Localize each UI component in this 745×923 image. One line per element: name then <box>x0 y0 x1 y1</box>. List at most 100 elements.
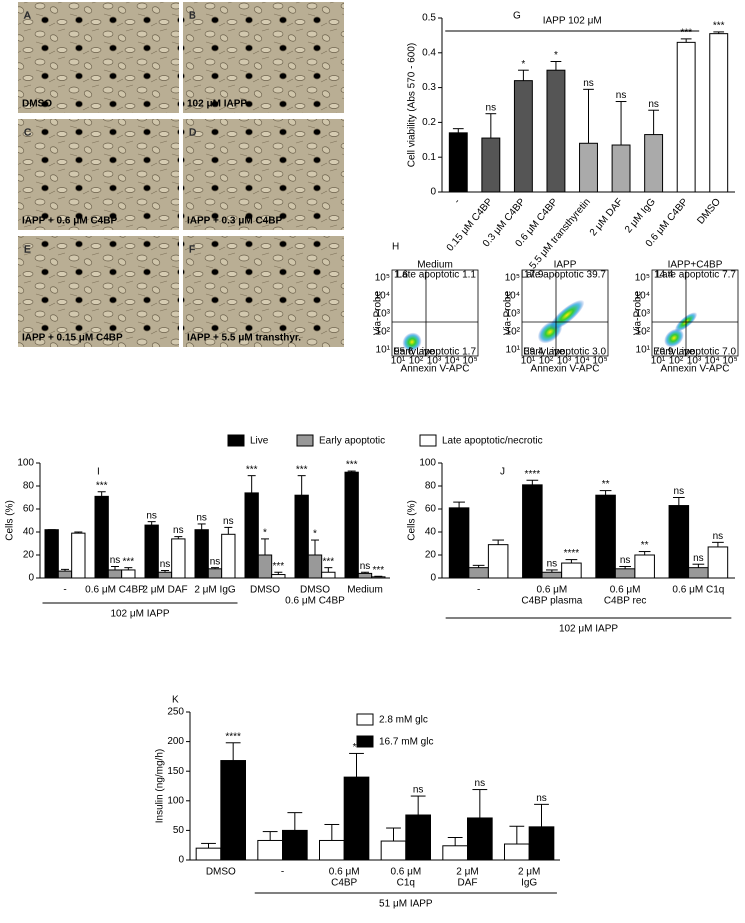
significance-label: ns <box>173 525 184 536</box>
significance-label: * <box>554 50 558 61</box>
bar <box>468 567 489 579</box>
flow-tick-label: 10³ <box>687 356 702 367</box>
flow-tick-label: 10¹ <box>506 345 521 356</box>
bar <box>504 843 530 861</box>
panel-letter: E <box>24 245 31 256</box>
quadrant-label: 1.6 <box>394 270 408 281</box>
bar <box>541 571 563 579</box>
flow-tick-label: 10² <box>409 356 424 367</box>
y-axis-label: Cells (%) <box>5 500 16 541</box>
x-tick-label: 2 μM IgG <box>194 585 236 596</box>
significance-label: *** <box>346 460 358 471</box>
micrograph <box>183 236 344 347</box>
quadrant-label: Early apoptotic 1.7 <box>393 347 476 358</box>
bar <box>528 826 555 861</box>
x-tick-label: - <box>63 585 66 596</box>
flow-tick-label: 10⁵ <box>375 273 390 284</box>
bar <box>707 546 729 579</box>
significance-label: **** <box>225 731 241 742</box>
bar <box>294 494 309 579</box>
significance-label: *** <box>296 464 308 475</box>
bar <box>546 69 566 193</box>
bar <box>220 760 246 861</box>
flow-tick-label: 10³ <box>376 309 391 320</box>
x-tick-label: DAF <box>458 878 478 889</box>
x-tick-label: 2 μM IgG <box>623 196 658 235</box>
quadrant-label: Late apoptotic 1.1 <box>396 270 476 281</box>
micrograph <box>18 2 179 113</box>
y-axis-label: Cell viability (Abs 570 - 600) <box>407 43 418 168</box>
bar <box>634 554 655 579</box>
bar <box>448 507 470 579</box>
bar <box>57 570 73 579</box>
legend-swatch <box>356 735 374 748</box>
x-tick-label: 0.6 μM <box>536 585 567 596</box>
significance-label: ns <box>536 793 547 804</box>
y-tick-label: 50 <box>173 825 185 836</box>
flow-tick-label: 10⁵ <box>592 356 607 367</box>
micrograph-caption: IAPP + 0.15 μM C4BP <box>22 333 123 344</box>
x-tick-label: Medium <box>347 585 383 596</box>
y-tick-label: 40 <box>425 527 437 538</box>
significance-label: ** <box>353 742 361 753</box>
x-tick-label: 0.6 μM C1q <box>672 585 724 596</box>
micrograph <box>18 236 179 347</box>
x-tick-label: - <box>281 867 284 878</box>
cell-density <box>664 328 684 348</box>
legend-label: Late apoptotic/necrotic <box>442 436 543 447</box>
flow-tick-label: 10¹ <box>636 345 651 356</box>
y-tick-label: 0.3 <box>422 82 436 93</box>
quadrant-label: 14.4 <box>654 270 674 281</box>
flow-title: Medium <box>417 260 453 271</box>
significance-label: ns <box>160 559 171 570</box>
legend-label: 16.7 mM glc <box>379 737 433 748</box>
flow-tick-label: 10¹ <box>651 356 666 367</box>
flow-y-label: Via-Probe <box>503 290 514 335</box>
flow-tick-label: 10³ <box>427 356 442 367</box>
annotation: IAPP 102 μM <box>543 16 602 27</box>
legend-swatch <box>227 434 245 447</box>
significance-label: ** <box>602 479 610 490</box>
flow-tick-label: 10³ <box>636 309 651 320</box>
flow-tick-label: 10⁵ <box>505 273 520 284</box>
x-tick-label: 0.6 μM <box>329 867 360 878</box>
bar <box>442 845 469 861</box>
significance-label: ns <box>674 486 685 497</box>
micrograph-caption: IAPP + 0.3 μM C4BP <box>187 216 282 227</box>
bar <box>357 572 373 579</box>
significance-label: ns <box>110 555 121 566</box>
bar <box>221 533 236 579</box>
significance-label: ns <box>693 553 704 564</box>
flow-tick-label: 10⁵ <box>462 356 477 367</box>
panel-letter: D <box>189 128 196 139</box>
legend-swatch <box>296 434 314 447</box>
bar <box>194 529 209 579</box>
flow-tick-label: 10² <box>376 327 391 338</box>
y-tick-label: 150 <box>167 766 184 777</box>
quadrant-label: Late apoptotic 7.7 <box>656 270 736 281</box>
x-tick-label: C4BP rec <box>604 596 647 607</box>
significance-label: **** <box>564 548 580 559</box>
bar <box>513 80 533 193</box>
y-tick-label: 100 <box>17 458 34 469</box>
x-tick-label: 0.6 μM <box>610 585 641 596</box>
y-tick-label: 80 <box>23 481 35 492</box>
x-tick-label: DMSO <box>300 585 330 596</box>
x-tick-label: 2 μM <box>518 867 540 878</box>
flow-x-label: Annexin V-APC <box>401 364 470 375</box>
bar <box>688 567 709 579</box>
panel-letter: G <box>513 11 521 22</box>
bar <box>207 568 223 579</box>
significance-label: *** <box>246 464 258 475</box>
quadrant-label: Early apoptotic 3.0 <box>523 347 606 358</box>
group-label: 51 μM IAPP <box>379 899 433 910</box>
cell-density <box>402 332 422 352</box>
significance-label: ns <box>146 510 157 521</box>
flow-tick-label: 10³ <box>506 309 521 320</box>
panel-letter: A <box>24 11 31 22</box>
x-tick-label: DMSO <box>206 867 236 878</box>
significance-label: *** <box>122 556 134 567</box>
bar <box>271 574 286 579</box>
bar <box>107 569 123 579</box>
x-tick-label: C1q <box>397 878 415 889</box>
